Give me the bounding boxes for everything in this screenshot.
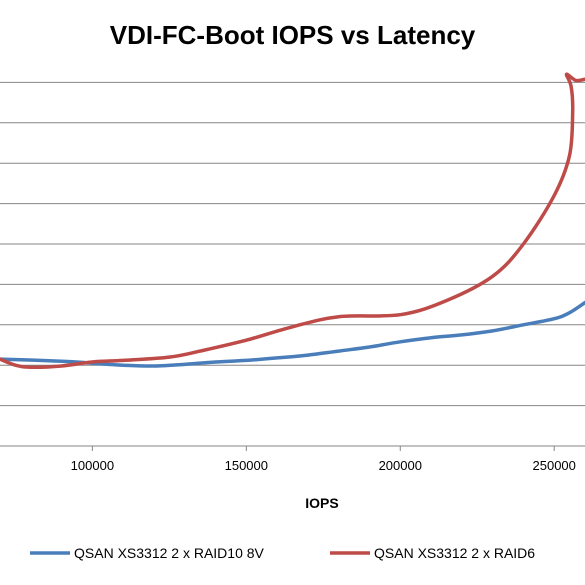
x-tick-label: 200000 xyxy=(379,458,422,473)
legend-label-2: QSAN XS3312 2 x RAID6 xyxy=(374,545,535,561)
x-axis-label: IOPS xyxy=(305,495,338,511)
x-tick-label: 150000 xyxy=(225,458,268,473)
x-tick-labels: 100000 150000 200000 250000 xyxy=(71,446,576,473)
series-line-2 xyxy=(0,72,585,369)
x-tick-label: 100000 xyxy=(71,458,114,473)
legend-label-1: QSAN XS3312 2 x RAID10 8V xyxy=(74,545,265,561)
x-tick-label: 250000 xyxy=(533,458,576,473)
series-line-1 xyxy=(0,300,585,368)
gridlines xyxy=(0,81,585,447)
chart-title: VDI-FC-Boot IOPS vs Latency xyxy=(109,20,476,50)
legend: QSAN XS3312 2 x RAID10 8V QSAN XS3312 2 x… xyxy=(30,545,535,561)
series-lines xyxy=(0,72,585,369)
